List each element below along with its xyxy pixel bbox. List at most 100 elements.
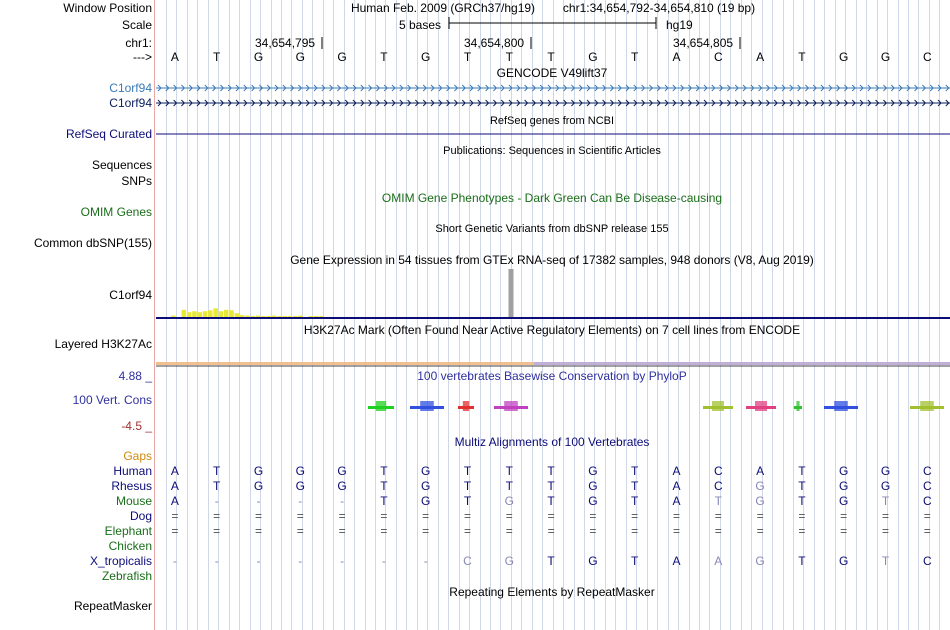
- repeatmasker-title[interactable]: Repeating Elements by RepeatMasker: [449, 585, 655, 599]
- alignment-base: =: [463, 524, 472, 538]
- grid-line: [416, 0, 418, 630]
- alignment-base: G: [755, 479, 765, 493]
- grid-line: [385, 0, 387, 630]
- gtex-tissue-bar: [192, 311, 197, 317]
- gtex-tissue-bar: [308, 316, 314, 317]
- alignment-base: T: [380, 494, 388, 508]
- alignment-base: G: [880, 479, 891, 493]
- alignment-base: -: [214, 554, 219, 568]
- alignment-base: =: [254, 509, 263, 523]
- alignment-base: -: [256, 554, 261, 568]
- gtex-tissue-bar: [239, 315, 245, 317]
- gtex-tissue-bar: [181, 309, 187, 317]
- h3k27ac-title[interactable]: H3K27Ac Mark (Often Found Near Active Re…: [303, 323, 801, 337]
- gtex-tissue-bar: [186, 312, 192, 317]
- alignment-base: =: [171, 524, 179, 538]
- grid-line: [730, 0, 732, 630]
- omim-title[interactable]: OMIM Gene Phenotypes - Dark Green Can Be…: [381, 191, 723, 205]
- alignment-base: C: [922, 554, 932, 568]
- gencode-title[interactable]: GENCODE V49lift37: [496, 66, 608, 80]
- gtex-tissue-bar: [508, 269, 514, 317]
- grid-line: [698, 0, 700, 630]
- grid-line: [928, 0, 930, 630]
- alignment-base: -: [298, 554, 303, 568]
- alignment-base: =: [463, 509, 472, 523]
- grid-line: [343, 0, 345, 630]
- alignment-base: =: [840, 509, 848, 523]
- alignment-base: C: [922, 464, 932, 478]
- alignment-base: =: [881, 509, 890, 523]
- grid-line: [301, 0, 303, 630]
- alignment-base: =: [547, 509, 555, 523]
- alignment-base: =: [296, 524, 304, 538]
- track-labels: Window Position Scale chr1: ---> C1orf94…: [0, 0, 155, 630]
- alignment-base: G: [880, 464, 891, 478]
- alignment-base: T: [505, 479, 513, 493]
- publications-title[interactable]: Publications: Sequences in Scientific Ar…: [443, 145, 661, 157]
- alignment-base: G: [755, 494, 765, 508]
- refseq-title[interactable]: RefSeq genes from NCBI: [489, 115, 615, 127]
- species-label-dog[interactable]: Dog: [129, 509, 152, 523]
- grid-line: [667, 0, 669, 630]
- alignment-base: G: [337, 464, 347, 478]
- base-letter: G: [295, 50, 305, 64]
- gtex-title[interactable]: Gene Expression in 54 tissues from GTEx …: [290, 253, 814, 267]
- base-letter: G: [588, 50, 598, 64]
- gaps-label: Gaps: [123, 449, 152, 463]
- omim-label[interactable]: OMIM Genes: [80, 205, 152, 219]
- h3k27ac-label[interactable]: Layered H3K27Ac: [54, 337, 152, 351]
- grid-line: [782, 0, 784, 630]
- alignment-base: T: [798, 554, 806, 568]
- grid-line: [793, 0, 794, 630]
- grid-line: [761, 0, 763, 630]
- alignment-base: T: [798, 464, 806, 478]
- snps-label[interactable]: SNPs: [121, 174, 152, 188]
- species-label-mouse[interactable]: Mouse: [115, 494, 152, 508]
- alignment-base: -: [172, 554, 177, 568]
- alignment-base: -: [340, 554, 345, 568]
- species-label-x_tropicalis[interactable]: X_tropicalis: [89, 554, 152, 568]
- alignment-base: T: [547, 464, 555, 478]
- phylop-title[interactable]: 100 vertebrates Basewise Conservation by…: [417, 369, 687, 383]
- grid-line: [260, 0, 262, 630]
- cons-max-label: 4.88 _: [118, 369, 152, 383]
- alignment-base: T: [463, 464, 472, 478]
- gtex-tissue-bar: [261, 316, 266, 317]
- chr-label: chr1:: [125, 36, 152, 50]
- gencode-gene-label-1[interactable]: C1orf94: [109, 81, 152, 95]
- alignment-base: T: [380, 464, 388, 478]
- species-label-elephant[interactable]: Elephant: [104, 524, 152, 538]
- cons-label[interactable]: 100 Vert. Cons: [72, 393, 152, 407]
- grid-line: [291, 0, 293, 630]
- alignment-base: T: [881, 494, 890, 508]
- gtex-tissue-bar: [213, 308, 218, 317]
- alignment-base: =: [923, 524, 931, 538]
- refseq-label[interactable]: RefSeq Curated: [65, 127, 152, 141]
- tick-label-3: 34,654,805: [673, 36, 734, 50]
- species-label-zebrafish[interactable]: Zebrafish: [101, 569, 152, 583]
- dbsnp-label[interactable]: Common dbSNP(155): [33, 236, 152, 250]
- grid-line: [907, 0, 909, 630]
- species-label-human[interactable]: Human: [113, 464, 152, 478]
- base-letter: C: [713, 50, 723, 64]
- gencode-gene-label-2[interactable]: C1orf94: [109, 96, 152, 110]
- conservation-glyph: [834, 401, 848, 411]
- gtex-tissue-bar: [266, 316, 271, 317]
- dbsnp-title[interactable]: Short Genetic Variants from dbSNP releas…: [435, 223, 669, 235]
- sequences-label[interactable]: Sequences: [91, 158, 152, 172]
- grid-line: [866, 0, 868, 630]
- grid-line: [437, 0, 439, 630]
- conservation-glyph: [462, 401, 470, 411]
- track-graphics: [156, 17, 950, 411]
- alignment-base: =: [672, 509, 681, 523]
- window-position-label: Window Position: [63, 1, 152, 15]
- grid-line: [615, 0, 617, 630]
- gtex-label[interactable]: C1orf94: [109, 288, 152, 302]
- alignment-base: =: [923, 509, 931, 523]
- species-label-chicken[interactable]: Chicken: [108, 539, 152, 553]
- track-area[interactable]: Human Feb. 2009 (GRCh37/hg19) chr1:34,65…: [156, 0, 950, 630]
- gtex-tissue-bar: [197, 312, 202, 317]
- multiz-title[interactable]: Multiz Alignments of 100 Vertebrates: [454, 435, 650, 449]
- species-label-rhesus[interactable]: Rhesus: [111, 479, 152, 493]
- repeatmasker-label[interactable]: RepeatMasker: [73, 599, 152, 613]
